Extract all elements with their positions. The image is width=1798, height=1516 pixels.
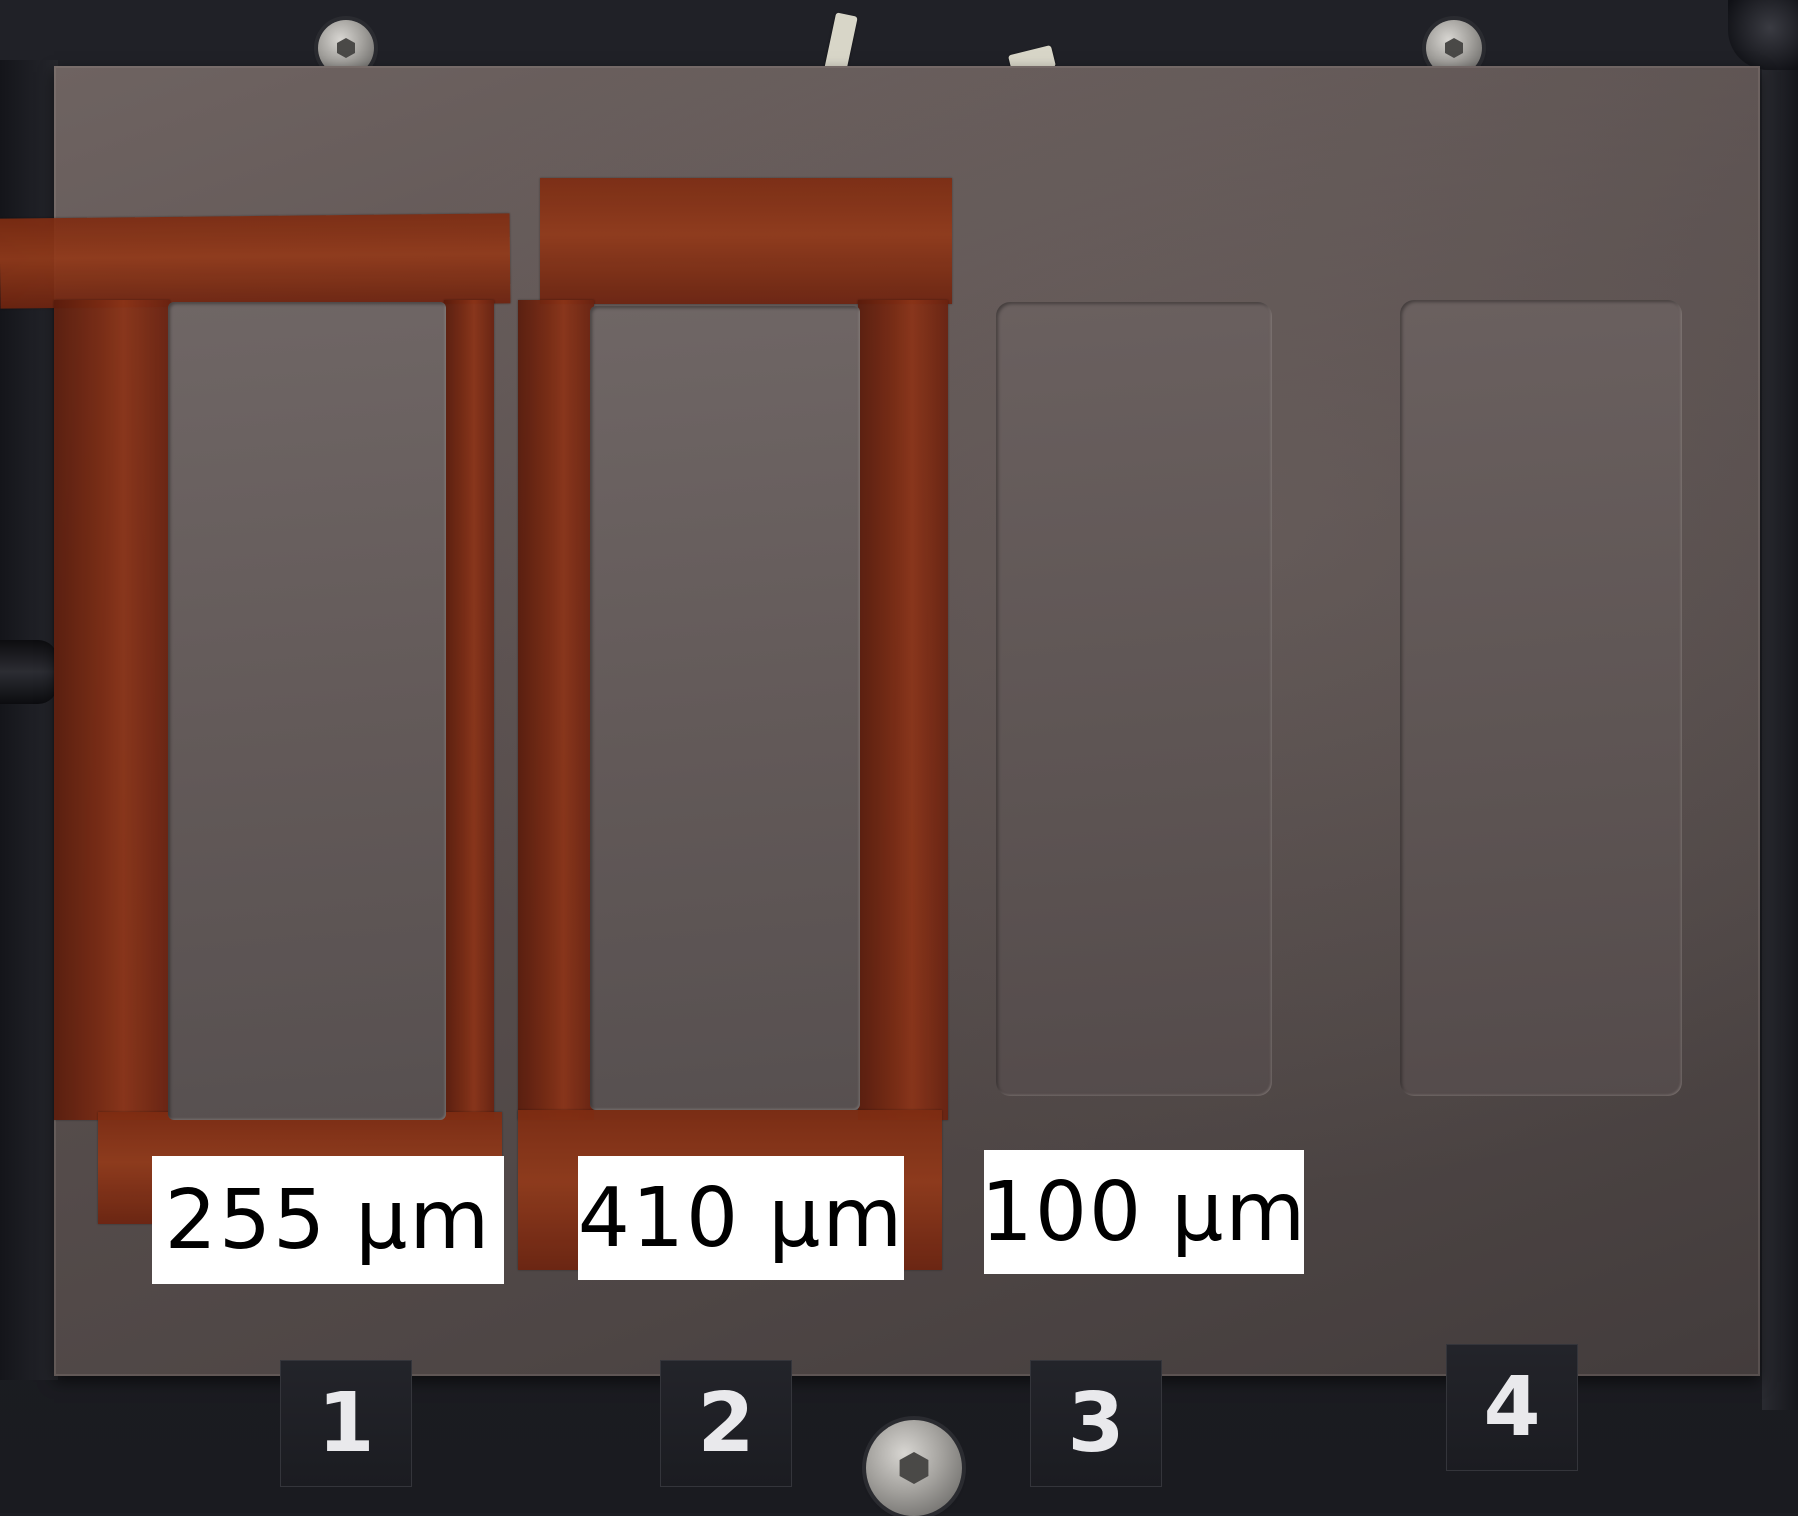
tape-strip-left-1 bbox=[54, 300, 170, 1120]
right-rail bbox=[1762, 60, 1798, 1410]
tape-strip-top-1 bbox=[0, 213, 511, 309]
sample-well-1 bbox=[168, 302, 446, 1120]
thickness-label-2-text: 410 μm bbox=[577, 1170, 905, 1266]
slot-number-tag-1: 1 bbox=[280, 1360, 412, 1487]
slot-number-tag-3: 3 bbox=[1030, 1360, 1162, 1487]
sample-well-3 bbox=[996, 302, 1272, 1096]
slot-number-2: 2 bbox=[697, 1376, 755, 1471]
tape-strip-right-2 bbox=[858, 300, 948, 1120]
thickness-label-1: 255 μm bbox=[152, 1156, 504, 1284]
slot-number-4: 4 bbox=[1483, 1360, 1541, 1455]
thickness-label-2: 410 μm bbox=[578, 1156, 904, 1280]
corner-knob bbox=[1728, 0, 1798, 70]
screw-bottom bbox=[866, 1420, 962, 1516]
slot-number-1: 1 bbox=[317, 1376, 375, 1471]
slot-number-3: 3 bbox=[1067, 1376, 1125, 1471]
thickness-label-3-text: 100 μm bbox=[980, 1164, 1308, 1260]
cable-connector bbox=[0, 640, 58, 704]
thickness-label-3: 100 μm bbox=[981, 1150, 1305, 1274]
slot-number-tag-2: 2 bbox=[660, 1360, 792, 1487]
tape-strip-right-1 bbox=[444, 300, 494, 1120]
tape-strip-left-2 bbox=[518, 300, 594, 1120]
slot-number-tag-4: 4 bbox=[1446, 1344, 1578, 1471]
sample-well-2 bbox=[590, 306, 860, 1110]
thickness-label-1-text: 255 μm bbox=[164, 1172, 492, 1268]
tape-strip-top-2 bbox=[540, 178, 952, 304]
sample-well-4 bbox=[1400, 300, 1682, 1096]
